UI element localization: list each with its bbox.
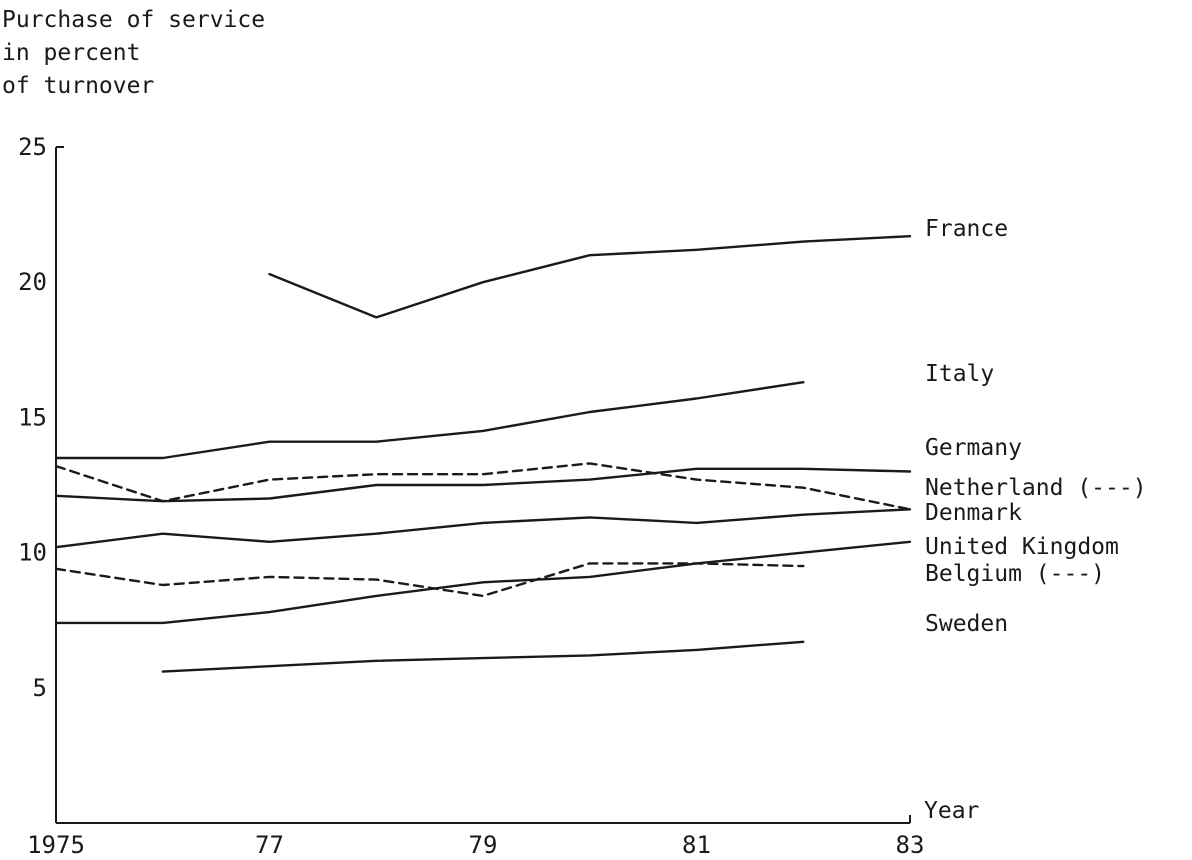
x-tick-label: 81 <box>682 831 711 859</box>
series-line-france <box>268 234 912 319</box>
series-lines <box>54 234 912 673</box>
series-label-netherland: Netherland (---) <box>925 475 1147 501</box>
x-tick-label: 83 <box>896 831 925 859</box>
y-tick-label: 25 <box>18 133 47 161</box>
series-label-denmark: Denmark <box>925 500 1022 526</box>
y-tick-label: 20 <box>18 268 47 296</box>
series-line-germany <box>54 467 912 503</box>
y-tick-label: 5 <box>33 674 47 702</box>
series-label-italy: Italy <box>925 361 994 387</box>
y-axis-title: Purchase of service in percent of turnov… <box>2 7 265 99</box>
series-label-united-kingdom: United Kingdom <box>925 534 1119 560</box>
y-tick-label: 10 <box>18 539 47 567</box>
y-axis-title-line-1: Purchase of service <box>2 7 265 33</box>
y-axis-title-line-3: of turnover <box>2 73 154 99</box>
series-line-belgium <box>54 562 805 598</box>
series-line-italy <box>54 381 805 460</box>
series-label-france: France <box>925 216 1008 242</box>
x-axis-title: Year <box>924 798 979 824</box>
x-tick-label: 77 <box>255 831 284 859</box>
series-label-sweden: Sweden <box>925 611 1008 637</box>
axes <box>55 146 911 824</box>
series-line-netherland <box>54 462 912 511</box>
series-labels: France Italy Germany Netherland (---)Denmar… <box>925 216 1147 637</box>
series-label-germany: Germany <box>925 435 1022 461</box>
series-line-sweden <box>161 640 805 673</box>
x-tick-label: 1975 <box>27 831 85 859</box>
series-line-united-kingdom <box>54 540 912 625</box>
series-label-belgium: Belgium (---) <box>925 561 1105 587</box>
x-tick-label: 79 <box>469 831 498 859</box>
y-tick-label: 15 <box>18 403 47 431</box>
series-line-denmark <box>54 508 912 549</box>
tick-labels: 5 10 15 20 25 1975 77 79 81 83 <box>18 133 924 859</box>
y-axis-title-line-2: in percent <box>2 40 140 66</box>
